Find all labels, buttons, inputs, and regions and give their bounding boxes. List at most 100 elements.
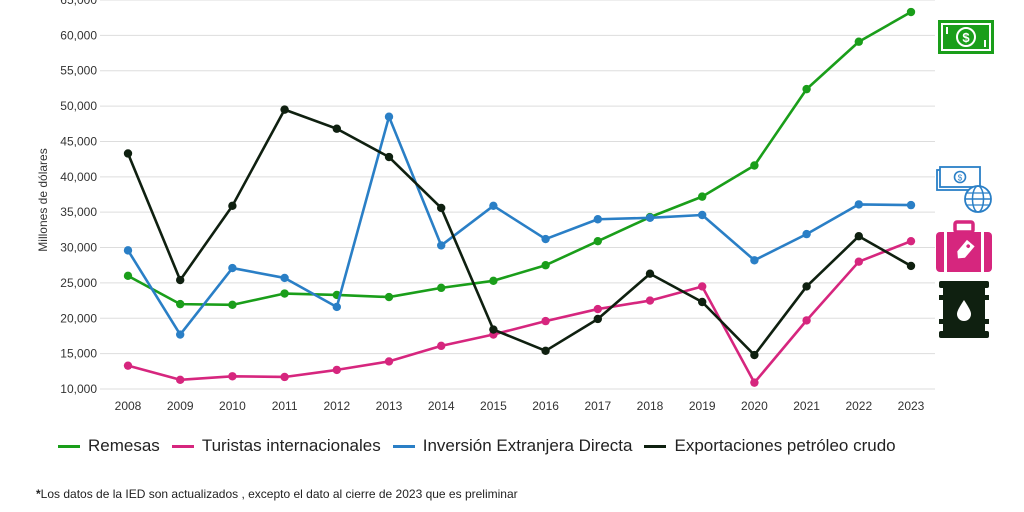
data-point [750,378,759,387]
data-point [750,161,759,170]
legend-item: Remesas [58,436,160,456]
data-point [228,201,237,211]
data-point [906,261,916,271]
data-point [802,282,811,291]
data-point [280,273,289,283]
data-point [332,365,341,375]
data-point [176,375,185,385]
y-tick-label: 45,000 [60,134,97,148]
series-line [127,10,912,307]
series-1 [123,236,916,387]
y-tick-label: 20,000 [60,311,97,325]
y-axis-label: Millones de dólares [36,148,50,251]
legend-item: Exportaciones petróleo crudo [644,436,896,456]
data-point [384,292,394,302]
x-tick-label: 2014 [428,399,455,413]
footnote-asterisk: * [36,487,41,501]
data-point [593,236,602,246]
legend-swatch [644,444,667,448]
data-point [906,200,916,210]
x-tick-label: 2011 [272,399,298,413]
series-line [126,108,912,357]
data-point [176,275,185,285]
x-tick-label: 2010 [219,399,246,413]
data-point [541,316,550,326]
x-tick-label: 2022 [845,399,872,413]
data-point [228,300,237,310]
y-tick-label: 55,000 [60,64,97,78]
data-point [437,283,446,293]
x-tick-label: 2018 [637,399,664,413]
svg-text:$: $ [962,30,970,45]
legend-label: Inversión Extranjera Directa [422,436,633,455]
data-point [332,124,341,133]
x-tick-labels: 2008 2009 2010 2011 2012 2013 2014 2015 2016 2017… [115,399,925,413]
x-tick-label: 2019 [689,399,716,413]
data-point [906,7,916,17]
data-point [280,289,289,298]
y-tick-label: 35,000 [60,205,97,219]
data-point [176,299,185,309]
data-point [437,241,446,250]
legend-swatch [392,444,415,448]
series-line [126,115,912,336]
series-group [123,7,916,387]
data-point [645,296,655,305]
money-bill-icon: $ [938,20,994,54]
data-point [489,276,498,285]
series-line [127,239,912,384]
x-tick-label: 2008 [115,399,142,413]
x-tick-label: 2012 [323,399,350,413]
y-tick-labels: 10,000 15,000 20,000 25,000 30,000 35,000 40,0… [60,0,97,396]
data-point [332,302,341,312]
legend-swatch [171,444,194,448]
y-tick-label: 15,000 [60,347,97,361]
data-point [802,316,811,325]
y-tick-label: 25,000 [60,276,97,290]
y-tick-label: 30,000 [60,241,97,255]
data-point [176,330,185,339]
x-tick-label: 2015 [480,399,507,413]
series-0 [123,7,916,310]
data-point [384,112,394,121]
x-tick-label: 2016 [532,399,559,413]
data-point [854,37,863,46]
gridlines [100,0,935,390]
data-point [228,372,237,381]
data-point [645,213,655,223]
data-point [123,271,133,281]
series-2 [123,112,916,339]
data-point [123,149,133,158]
y-tick-label: 50,000 [60,99,97,113]
x-tick-label: 2009 [167,399,194,413]
data-point [802,84,811,94]
legend-label: Remesas [88,436,160,455]
data-point [541,261,550,270]
data-point [489,325,498,334]
data-point [437,203,446,213]
x-tick-label: 2013 [376,399,403,413]
data-point [802,229,811,239]
y-tick-label: 40,000 [60,170,97,184]
data-point [906,236,916,246]
data-point [750,256,759,265]
legend-swatch [58,444,80,448]
data-point [750,350,759,360]
svg-text:$: $ [958,174,963,183]
data-point [437,341,446,351]
footnote-text: Los datos de la IED son actualizados , e… [40,487,518,501]
data-point [698,210,707,220]
data-point [489,201,498,211]
oil-barrel-icon [939,281,989,338]
legend-item: Inversión Extranjera Directa [392,436,633,456]
footnote: *Los datos de la IED son actualizados , … [36,487,518,501]
data-point [854,200,863,209]
y-tick-label: 65,000 [60,0,97,7]
data-point [384,357,394,366]
data-point [698,192,707,201]
data-point [280,105,289,114]
data-point [593,314,602,324]
data-point [593,215,602,224]
data-point [698,282,707,291]
